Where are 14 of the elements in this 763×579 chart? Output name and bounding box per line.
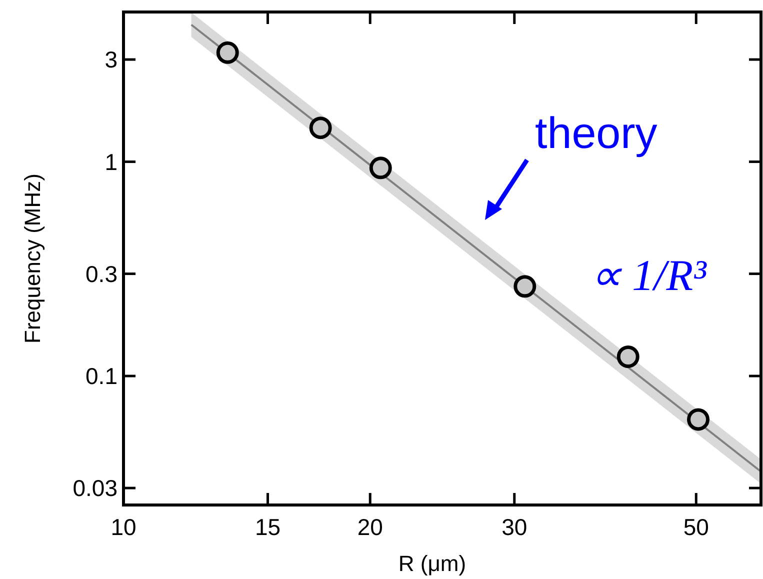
- y-axis-title: Frequency (MHz): [20, 174, 45, 344]
- x-tick-label: 15: [254, 514, 281, 540]
- y-tick-label: 0.1: [86, 363, 118, 390]
- y-tick-label: 1: [104, 148, 118, 175]
- y-tick-label: 0.03: [72, 475, 118, 502]
- x-tick-label: 30: [502, 514, 528, 540]
- x-tick-label: 20: [357, 514, 383, 540]
- x-axis-title: R (μm): [398, 551, 466, 576]
- annotation: theory: [535, 109, 658, 158]
- x-tick-label: 50: [683, 514, 709, 540]
- x-tick-label: 10: [110, 514, 136, 540]
- y-tick-label: 0.3: [86, 260, 118, 287]
- annotation: ∝ 1/R³: [590, 251, 708, 300]
- y-tick-label: 3: [104, 46, 118, 73]
